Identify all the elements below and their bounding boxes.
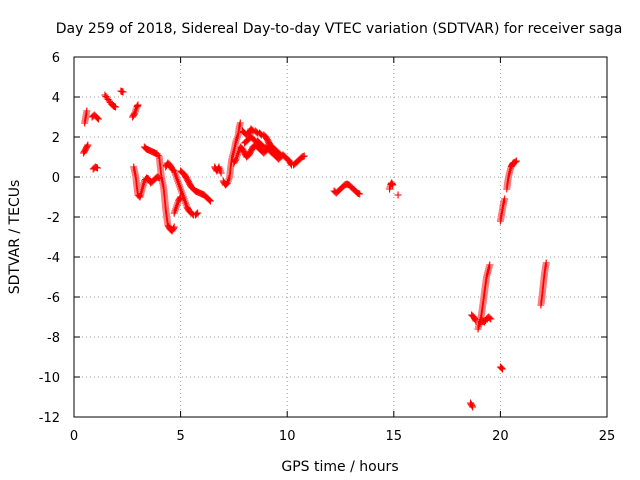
data-point: [512, 157, 520, 165]
gridlines: [74, 57, 607, 417]
y-tick-label: 2: [52, 131, 60, 146]
data-point: [468, 402, 476, 410]
data-point: [273, 151, 281, 159]
data-point: [511, 158, 519, 166]
data-point: [257, 130, 265, 138]
data-point: [95, 115, 103, 123]
data-point: [469, 403, 477, 411]
y-tick-label: 4: [52, 91, 60, 106]
data-point: [83, 142, 91, 150]
x-tick-label: 5: [176, 429, 184, 444]
y-tick-label: 0: [52, 171, 60, 186]
data-point: [194, 209, 202, 217]
data-point: [169, 166, 177, 174]
data-point: [487, 315, 495, 323]
data-point: [250, 136, 258, 144]
data-point: [542, 259, 550, 267]
y-tick-label: -6: [47, 291, 60, 306]
data-point: [300, 152, 308, 160]
y-tick-label: -2: [47, 211, 60, 226]
y-tick-label: -4: [47, 251, 60, 266]
data-point: [267, 148, 275, 156]
data-point: [205, 196, 213, 204]
data-point: [356, 190, 364, 198]
data-point: [193, 210, 201, 218]
data-point: [154, 152, 162, 159]
data-point: [222, 180, 230, 188]
x-axis-label: GPS time / hours: [281, 459, 398, 475]
data-point: [252, 128, 260, 136]
data-point: [134, 101, 142, 109]
x-tick-label: 10: [279, 429, 296, 444]
data-point: [499, 365, 507, 373]
y-tick-label: 6: [52, 51, 60, 66]
y-tick-label: -10: [39, 371, 60, 386]
x-tick-label: 0: [70, 429, 78, 444]
data-point: [206, 197, 214, 205]
data-point: [176, 194, 184, 202]
x-tick-labels: 0 5 10 15 20 25: [70, 429, 615, 444]
data-point: [486, 314, 494, 322]
axis-ticks: [73, 56, 608, 418]
chart-title: Day 259 of 2018, Sidereal Day-to-day VTE…: [56, 21, 623, 37]
data-point: [93, 164, 101, 172]
data-point: [93, 114, 101, 122]
x-tick-label: 20: [492, 429, 509, 444]
data-point: [259, 142, 267, 150]
x-tick-label: 25: [599, 429, 616, 444]
data-point: [394, 191, 402, 199]
data-point: [471, 316, 479, 324]
data-point: [271, 150, 279, 158]
plot-frame: [73, 56, 608, 418]
data-point: [231, 156, 239, 164]
data-point: [280, 152, 288, 160]
data-point: [497, 364, 505, 372]
data-point: [83, 107, 91, 115]
data-point: [84, 141, 92, 149]
data-point: [217, 169, 225, 177]
data-point: [248, 126, 256, 134]
data-point: [170, 223, 178, 231]
data-point: [119, 88, 127, 96]
data-point: [169, 224, 177, 232]
data-point: [236, 119, 244, 127]
data-point: [177, 193, 185, 201]
data-points: [80, 87, 550, 411]
data-point: [281, 153, 289, 161]
y-tick-labels: -12 -10 -8 -6 -4 -2 0 2 4 6: [39, 51, 60, 426]
data-point: [501, 195, 509, 203]
data-point: [486, 261, 494, 269]
y-axis-label: SDTVAR / TECUs: [7, 180, 23, 295]
y-tick-label: -8: [47, 331, 60, 346]
y-tick-label: -12: [39, 411, 60, 426]
data-point: [112, 103, 120, 111]
x-tick-label: 15: [386, 429, 403, 444]
data-point: [389, 181, 397, 189]
data-point: [130, 110, 138, 118]
